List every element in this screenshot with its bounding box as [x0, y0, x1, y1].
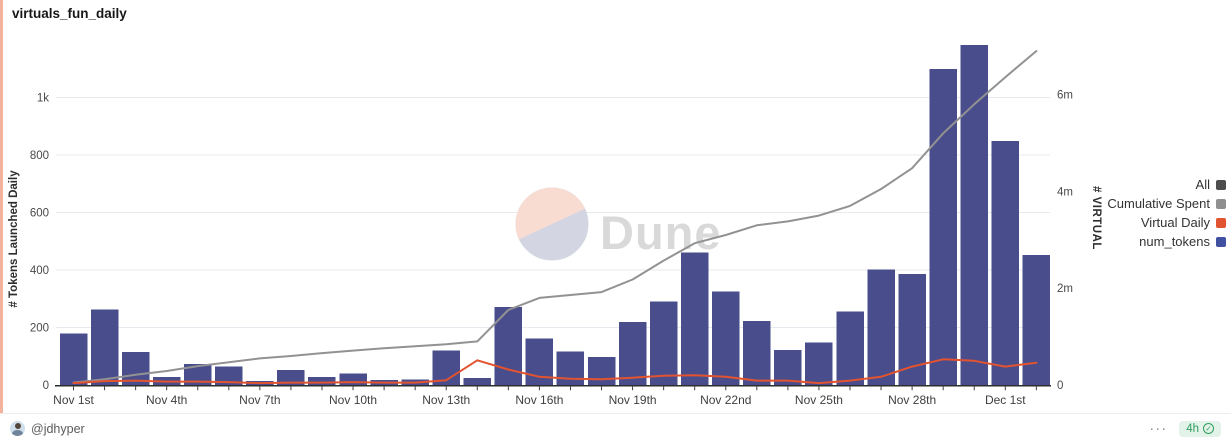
watermark-circle-top-half — [515, 187, 586, 240]
y-right-tick-label: 2m — [1057, 283, 1073, 295]
bar[interactable] — [898, 274, 926, 385]
bar[interactable] — [712, 291, 740, 385]
x-axis — [55, 384, 1051, 391]
author-avatar — [10, 421, 25, 436]
check-circle-icon: ✓ — [1203, 423, 1214, 434]
x-tick-label: Nov 25th — [795, 393, 843, 407]
y-left-tick-label: 0 — [43, 380, 49, 392]
y-right-tick-label: 0 — [1057, 380, 1063, 392]
legend-swatch-num-tokens — [1216, 236, 1226, 247]
watermark-text: Dune — [600, 206, 722, 259]
bar[interactable] — [991, 140, 1020, 385]
author-link[interactable]: @jdhyper — [10, 421, 85, 436]
legend-swatch-virtual-daily — [1216, 217, 1226, 228]
legend-item-all[interactable]: All — [1196, 176, 1226, 193]
chart-plot-area[interactable]: Dune 0 200 400 600 800 1k 0 2m 4m 6m Nov 1st Nov 4th… — [0, 0, 1231, 412]
legend-item-cumulative-spent[interactable]: Cumulative Spent — [1107, 195, 1226, 212]
line-virtual-daily[interactable] — [72, 358, 1038, 385]
legend-label: Virtual Daily — [1140, 215, 1210, 230]
bar[interactable] — [277, 370, 305, 385]
y-axis-label-right: # VIRTUAL — [1090, 186, 1102, 250]
bar[interactable] — [649, 301, 678, 385]
y-right-tick-label: 6m — [1057, 90, 1073, 102]
y-left-tick-label: 800 — [30, 150, 49, 162]
x-tick-label: Dec 1st — [985, 393, 1026, 407]
y-left-tick-label: 600 — [30, 208, 49, 220]
legend-swatch-cumulative-spent — [1216, 198, 1226, 209]
y-left-tick-label: 200 — [30, 323, 49, 335]
bar[interactable] — [836, 311, 864, 385]
bar[interactable] — [59, 333, 88, 385]
bar[interactable] — [121, 351, 150, 385]
y-left-tick-label: 1k — [37, 93, 49, 105]
bar[interactable] — [680, 252, 709, 385]
x-tick-label: Nov 13th — [422, 393, 470, 407]
left-accent-strip — [0, 0, 3, 413]
freshness-age: 4h — [1186, 422, 1199, 435]
legend-label: num_tokens — [1139, 234, 1210, 249]
bar[interactable] — [463, 377, 492, 385]
bar[interactable] — [556, 351, 585, 385]
bar[interactable] — [1022, 255, 1051, 385]
bar[interactable] — [618, 321, 647, 385]
x-tick-label: Nov 19th — [609, 393, 657, 407]
bar[interactable] — [743, 320, 771, 385]
axis-tick-labels: 0 200 400 600 800 1k 0 2m 4m 6m Nov 1st Nov 4th Nov … — [30, 90, 1073, 407]
dune-watermark: Dune — [515, 187, 722, 261]
legend-label: All — [1195, 177, 1210, 192]
data-freshness-badge[interactable]: 4h ✓ — [1179, 420, 1221, 437]
chart-legend: All Cumulative Spent Virtual Daily num_t… — [1107, 176, 1226, 250]
y-left-tick-label: 400 — [30, 265, 49, 277]
legend-item-num-tokens[interactable]: num_tokens — [1139, 233, 1226, 250]
more-menu-button[interactable]: ··· — [1149, 420, 1168, 437]
x-tick-label: Nov 10th — [329, 393, 377, 407]
legend-swatch-all — [1216, 179, 1226, 190]
bar[interactable] — [867, 269, 895, 385]
chart-title: virtuals_fun_daily — [12, 6, 127, 21]
bar[interactable] — [308, 377, 336, 385]
bar[interactable] — [90, 309, 119, 385]
bar[interactable] — [960, 44, 988, 385]
x-tick-label: Nov 1st — [53, 393, 94, 407]
bar[interactable] — [339, 373, 367, 386]
legend-label: Cumulative Spent — [1107, 196, 1210, 211]
legend-item-virtual-daily[interactable]: Virtual Daily — [1141, 214, 1226, 231]
x-tick-label: Nov 16th — [515, 393, 563, 407]
bar[interactable] — [805, 342, 833, 385]
x-tick-label: Nov 4th — [146, 393, 187, 407]
bar[interactable] — [215, 366, 243, 385]
bar[interactable] — [183, 364, 212, 385]
bar[interactable] — [587, 356, 616, 385]
author-handle: @jdhyper — [31, 421, 85, 436]
x-tick-label: Nov 7th — [239, 393, 280, 407]
line-cumulative-spent[interactable] — [72, 50, 1038, 384]
embed-footer: @jdhyper ··· 4h ✓ — [0, 413, 1231, 443]
y-axis-label-left: # Tokens Launched Daily — [8, 170, 20, 308]
x-tick-label: Nov 22nd — [700, 393, 751, 407]
x-tick-label: Nov 28th — [888, 393, 936, 407]
bar[interactable] — [929, 69, 957, 385]
bar[interactable] — [774, 349, 802, 385]
y-right-tick-label: 4m — [1057, 186, 1073, 198]
